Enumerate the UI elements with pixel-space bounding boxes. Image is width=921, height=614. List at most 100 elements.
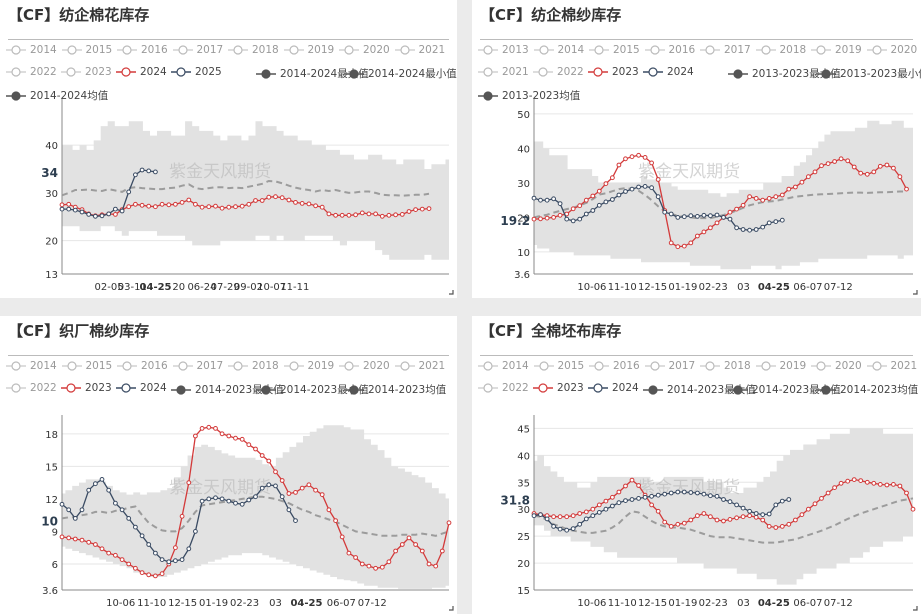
data-point [760, 512, 766, 518]
legend-item[interactable]: 2016 [117, 360, 168, 372]
series-line-均值 [61, 179, 430, 197]
legend-item[interactable]: 2014-2023最大值 [643, 382, 756, 397]
legend-item[interactable]: 2022 [533, 66, 584, 78]
data-point [366, 211, 372, 217]
legend-item[interactable]: 2020 [339, 44, 390, 56]
legend-item[interactable]: 2024 [643, 66, 694, 78]
legend-item[interactable]: 2024 [588, 382, 639, 394]
legend-item[interactable]: 2013-2023最小值 [816, 66, 921, 81]
legend-marker-icon [589, 361, 609, 371]
legend-item[interactable]: 2017 [172, 44, 223, 56]
legend-item[interactable]: 2020 [339, 360, 390, 372]
legend-marker-icon [172, 361, 193, 371]
series-line-均值 [61, 495, 450, 537]
legend-item[interactable]: 2014-2023均值 [816, 382, 918, 397]
legend-item[interactable]: 2014-2024最小值 [344, 66, 457, 81]
data-point [146, 168, 152, 174]
data-point [119, 208, 125, 214]
legend-item[interactable]: 2021 [478, 66, 529, 78]
legend-item[interactable]: 2014 [6, 44, 57, 56]
legend-item[interactable]: 2014-2024最大值 [256, 66, 369, 81]
legend-item[interactable]: 2013 [478, 44, 529, 56]
legend-item[interactable]: 2016 [589, 360, 640, 372]
legend-item[interactable]: 2022 [6, 66, 57, 78]
legend-item[interactable]: 2018 [228, 44, 279, 56]
legend-item[interactable]: 2020 [866, 44, 917, 56]
legend-marker-icon [171, 67, 191, 77]
data-point [79, 209, 85, 215]
legend-item[interactable]: 2021 [394, 44, 445, 56]
legend-item[interactable]: 2018 [700, 360, 751, 372]
legend-item[interactable]: 2016 [117, 44, 168, 56]
data-point [760, 224, 766, 230]
legend-item[interactable]: 2017 [172, 360, 223, 372]
legend-item[interactable]: 2014-2024均值 [6, 88, 108, 103]
data-point [239, 501, 245, 507]
data-point [153, 204, 158, 210]
x-tick-label: 10-06 [577, 598, 606, 609]
legend-item[interactable]: 2023 [588, 66, 639, 78]
data-point [714, 517, 720, 523]
legend-item[interactable]: 2014 [533, 44, 584, 56]
y-tick-label: 13 [45, 270, 58, 281]
legend-item[interactable]: 2023 [533, 382, 584, 394]
data-point [186, 480, 192, 486]
legend-item[interactable]: 2017 [644, 360, 696, 372]
title-divider [8, 355, 449, 356]
data-point [159, 571, 165, 577]
legend-item[interactable]: 2017 [700, 44, 751, 56]
legend-item[interactable]: 2020 [811, 360, 862, 372]
range-band [62, 121, 449, 260]
legend-marker-icon [283, 45, 304, 55]
data-point [649, 185, 655, 191]
legend-item[interactable]: 2018 [228, 360, 279, 372]
legend-item[interactable]: 2014 [6, 360, 57, 372]
legend-item[interactable]: 2023 [61, 382, 112, 394]
data-point [701, 229, 707, 235]
legend-item[interactable]: 2014 [478, 360, 529, 372]
legend-item[interactable]: 2022 [478, 382, 529, 394]
legend-item[interactable]: 2015 [589, 44, 640, 56]
data-point [701, 511, 707, 516]
data-point [708, 225, 713, 231]
legend-label: 2015 [85, 360, 113, 372]
legend-item[interactable]: 2014-2023最大值 [171, 382, 284, 397]
data-point [551, 514, 556, 520]
legend-label: 2024 [667, 66, 694, 78]
data-point [577, 216, 583, 222]
data-point [366, 563, 372, 569]
legend-item[interactable]: 2018 [755, 44, 806, 56]
legend-item[interactable]: 2019 [811, 44, 862, 56]
legend-item[interactable]: 2014-2023均值 [344, 382, 446, 397]
data-point [721, 497, 726, 502]
legend-item[interactable]: 2015 [61, 44, 112, 56]
legend-item[interactable]: 2024 [116, 66, 167, 78]
legend-item[interactable]: 2015 [61, 360, 113, 372]
legend-item[interactable]: 2019 [755, 360, 806, 372]
legend-item[interactable]: 2015 [533, 360, 584, 372]
legend-item[interactable]: 2024 [116, 382, 167, 394]
legend-item[interactable]: 2013-2023最大值 [728, 66, 841, 81]
data-point [629, 186, 635, 192]
y-tick-label: 3.6 [514, 270, 530, 281]
legend-item[interactable]: 2023 [61, 66, 112, 78]
data-point [273, 194, 278, 200]
legend-item[interactable]: 2022 [6, 382, 57, 394]
legend-item[interactable]: 2021 [394, 360, 445, 372]
legend-item[interactable]: 2014-2023最小值 [728, 382, 841, 397]
data-point [714, 212, 720, 218]
legend-item[interactable]: 2021 [866, 360, 917, 372]
resize-corner-icon [913, 290, 918, 295]
legend-item[interactable]: 2019 [283, 360, 334, 372]
legend-item[interactable]: 2016 [644, 44, 695, 56]
data-point [106, 487, 112, 493]
legend-label: 2017 [668, 360, 696, 372]
legend-item[interactable]: 2025 [171, 66, 222, 78]
data-point [891, 482, 896, 487]
legend-item[interactable]: 2019 [283, 44, 334, 56]
data-point [793, 517, 798, 523]
legend-item[interactable]: 2014-2023最小值 [256, 382, 369, 397]
legend-item[interactable]: 2013-2023均值 [478, 88, 580, 103]
data-point [649, 502, 655, 508]
